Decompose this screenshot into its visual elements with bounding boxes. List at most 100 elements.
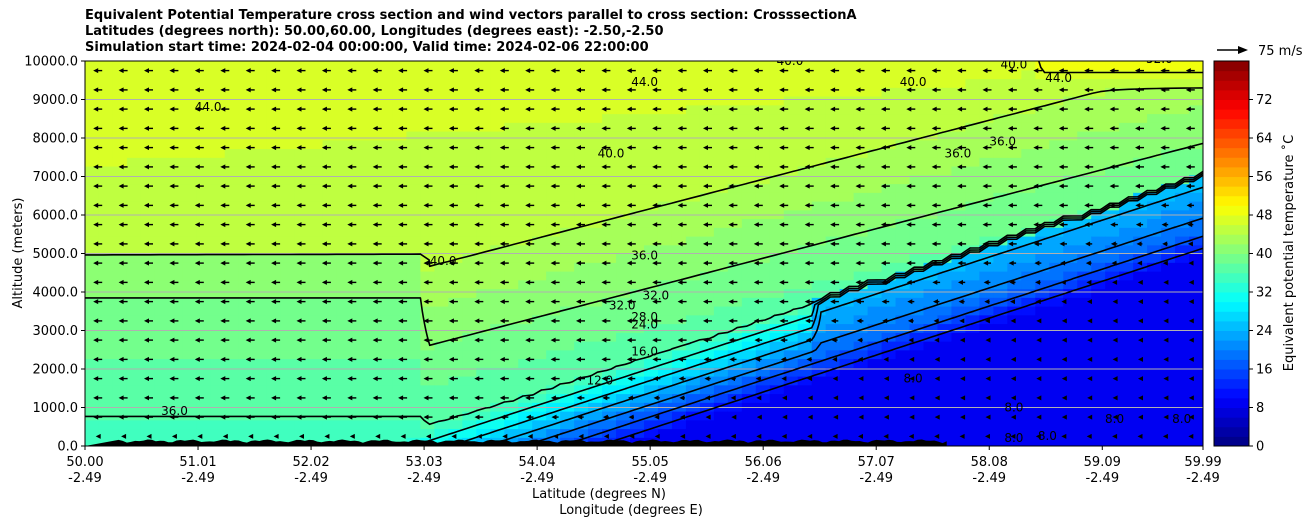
wind-vector-head xyxy=(93,337,99,343)
field-cell xyxy=(769,61,785,71)
field-cell xyxy=(1175,419,1190,430)
wind-vector-head xyxy=(525,376,531,382)
field-cell xyxy=(657,69,673,80)
field-cell xyxy=(1147,323,1162,333)
wind-vector-head xyxy=(372,125,378,131)
field-cell xyxy=(769,131,785,141)
field-cell xyxy=(154,201,170,211)
wind-vector-head xyxy=(703,202,708,208)
field-cell xyxy=(294,87,310,97)
field-cell xyxy=(1119,69,1134,80)
field-cell xyxy=(881,367,897,377)
field-cell xyxy=(685,131,701,141)
field-cell xyxy=(448,157,463,167)
field-cell xyxy=(1077,428,1092,438)
field-cell xyxy=(154,78,170,88)
field-cell xyxy=(336,253,352,263)
field-cell xyxy=(350,349,366,360)
field-cell xyxy=(532,148,547,158)
field-cell xyxy=(965,411,980,421)
field-cell xyxy=(364,236,380,246)
field-cell xyxy=(811,131,827,141)
field-cell xyxy=(588,166,603,176)
field-cell xyxy=(1091,131,1106,141)
wind-vector-head xyxy=(804,106,810,112)
field-cell xyxy=(769,201,785,211)
field-cell xyxy=(588,209,603,220)
field-cell xyxy=(392,419,408,430)
field-cell xyxy=(532,262,547,272)
field-cell xyxy=(392,209,408,220)
field-cell xyxy=(713,104,729,115)
field-cell xyxy=(867,402,883,412)
field-cell xyxy=(1147,376,1162,386)
field-cell xyxy=(392,437,408,446)
field-cell xyxy=(1189,69,1203,80)
field-cell xyxy=(406,332,421,342)
field-cell xyxy=(1133,437,1148,446)
field-cell xyxy=(602,253,617,263)
field-cell xyxy=(1147,411,1162,421)
field-cell xyxy=(434,402,449,412)
field-cell xyxy=(755,139,771,150)
field-cell xyxy=(266,306,282,316)
field-cell xyxy=(825,122,841,132)
field-cell xyxy=(448,96,463,106)
field-cell xyxy=(350,192,366,202)
field-cell xyxy=(560,139,575,150)
wind-vector-head xyxy=(830,145,836,151)
field-cell xyxy=(560,323,575,333)
field-cell xyxy=(811,253,827,263)
wind-vector-head xyxy=(551,414,557,420)
field-cell xyxy=(811,69,827,80)
field-cell xyxy=(839,279,855,290)
field-cell xyxy=(1035,174,1050,185)
field-cell xyxy=(811,428,827,438)
field-cell xyxy=(392,61,408,71)
wind-vector-head xyxy=(982,183,988,189)
field-cell xyxy=(1077,166,1092,176)
wind-vector-head xyxy=(194,356,200,362)
field-cell xyxy=(462,192,477,202)
field-cell xyxy=(1007,428,1022,438)
field-cell xyxy=(1007,288,1022,298)
field-cell xyxy=(1049,183,1064,193)
field-cell xyxy=(350,244,366,255)
field-cell xyxy=(378,323,394,333)
wind-vector-head xyxy=(525,356,531,362)
field-cell xyxy=(616,139,631,150)
field-cell xyxy=(168,61,184,71)
field-cell xyxy=(140,139,156,150)
field-cell xyxy=(1119,78,1134,88)
field-cell xyxy=(616,332,631,342)
field-cell xyxy=(895,297,911,307)
field-cell xyxy=(490,297,505,307)
wind-vector-head xyxy=(144,414,149,420)
field-cell xyxy=(434,201,449,211)
field-cell xyxy=(853,376,869,386)
field-cell xyxy=(1021,174,1036,185)
field-cell xyxy=(1175,253,1190,263)
field-cell xyxy=(1063,218,1078,228)
wind-vector-head xyxy=(169,395,175,401)
wind-vector-head xyxy=(321,183,327,189)
wind-vector-head xyxy=(1010,433,1016,439)
wind-vector-head xyxy=(93,414,99,420)
field-cell xyxy=(1133,209,1148,220)
field-cell xyxy=(1035,306,1050,316)
field-cell xyxy=(1175,139,1190,150)
field-cell xyxy=(741,201,757,211)
wind-vector-head xyxy=(626,145,632,151)
wind-vector-head xyxy=(653,376,658,382)
field-cell xyxy=(685,61,701,71)
field-cell xyxy=(182,192,198,202)
field-cell xyxy=(280,131,296,141)
field-cell xyxy=(965,78,980,88)
field-cell xyxy=(420,209,435,220)
wind-vector-head xyxy=(118,87,124,93)
wind-vector-head xyxy=(728,279,734,285)
field-cell xyxy=(168,96,184,106)
field-cell xyxy=(741,87,757,97)
field-cell xyxy=(1175,428,1190,438)
field-cell xyxy=(1021,209,1036,220)
